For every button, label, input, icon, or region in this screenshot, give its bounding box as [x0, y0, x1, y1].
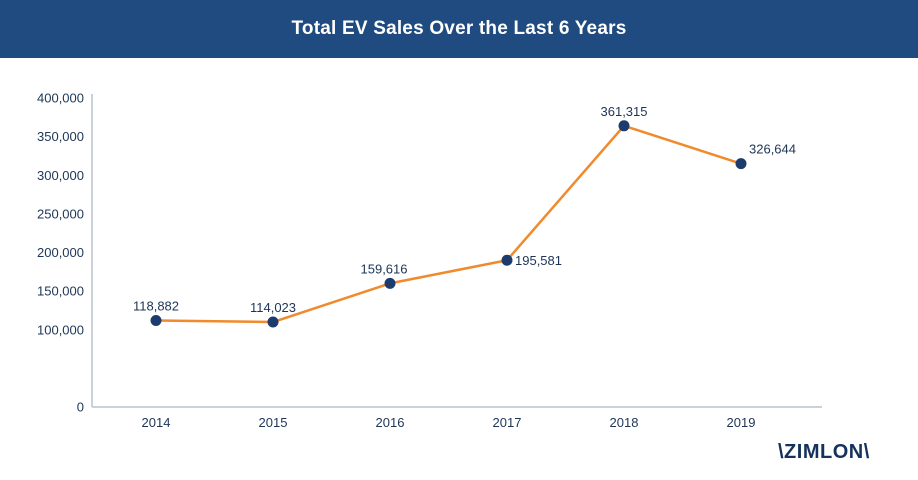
y-axis: 0 100,000 150,000 200,000 250,000 300,000 350,…	[37, 91, 93, 415]
y-tick-label: 200,000	[37, 245, 84, 260]
series-line	[155, 124, 742, 324]
x-axis: 2014 2015 2016 2017 2018 2019	[92, 406, 822, 430]
data-point	[267, 316, 279, 328]
data-labels: 118,882 114,023 159,616 195,581 361,315 326,6…	[133, 104, 796, 315]
x-tick-label: 2016	[376, 415, 405, 430]
data-label: 114,023	[250, 300, 296, 315]
y-tick-label: 0	[77, 400, 84, 415]
data-label: 326,644	[749, 142, 796, 157]
data-point	[618, 120, 630, 132]
x-tick-label: 2015	[259, 415, 288, 430]
zimlon-logo: \ZIMLON\	[778, 441, 870, 463]
data-label: 361,315	[601, 104, 648, 119]
y-tick-label: 100,000	[37, 322, 84, 337]
chart-title: Total EV Sales Over the Last 6 Years	[291, 18, 627, 39]
data-markers	[150, 120, 747, 328]
x-tick-label: 2019	[727, 415, 756, 430]
data-label: 159,616	[361, 261, 408, 276]
data-point	[735, 158, 747, 170]
y-tick-label: 400,000	[37, 91, 84, 106]
y-tick-label: 250,000	[37, 206, 84, 221]
chart-header: Total EV Sales Over the Last 6 Years	[0, 0, 918, 58]
x-tick-label: 2017	[493, 415, 522, 430]
series-line-path	[155, 124, 742, 324]
y-tick-label: 150,000	[37, 284, 84, 299]
data-point	[384, 277, 396, 289]
data-label: 118,882	[133, 298, 179, 313]
x-tick-label: 2014	[142, 415, 171, 430]
data-point	[150, 314, 162, 326]
data-point	[501, 254, 513, 266]
data-label: 195,581	[515, 253, 562, 268]
y-tick-label: 300,000	[37, 168, 84, 183]
y-tick-label: 350,000	[37, 129, 84, 144]
x-tick-label: 2018	[610, 415, 639, 430]
